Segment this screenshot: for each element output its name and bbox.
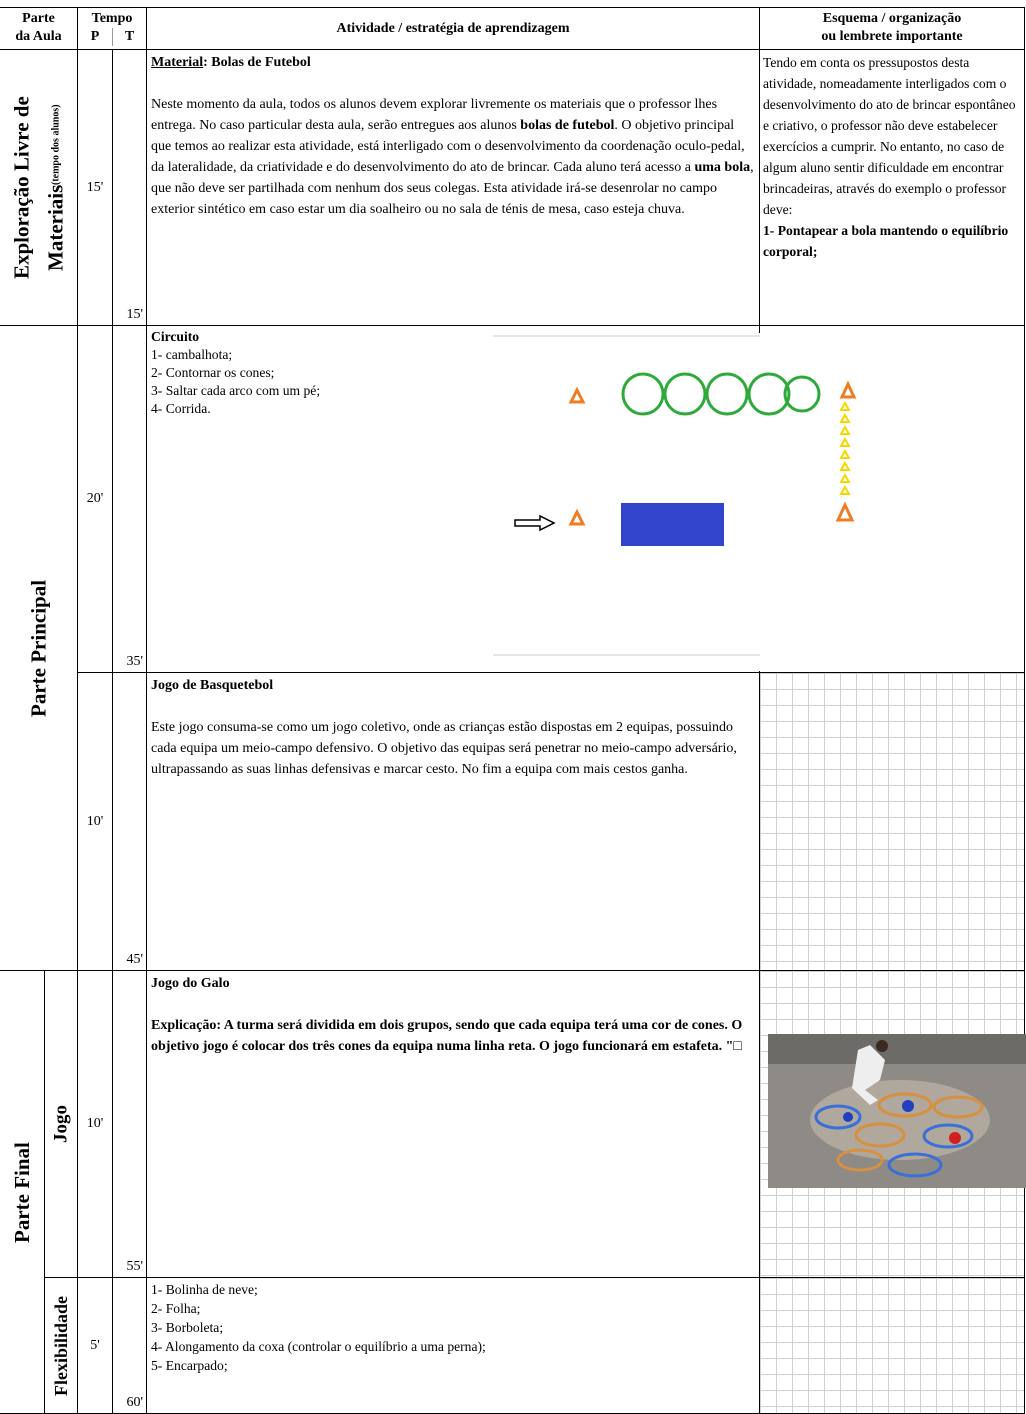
time-p: 15': [77, 49, 113, 326]
activity-cell: Circuito 1- cambalhota; 2- Contornar os …: [146, 325, 760, 673]
header-text: P: [90, 29, 100, 44]
subsection-label: Jogo: [50, 1105, 72, 1144]
header-text: T: [111, 28, 146, 46]
header-text: Tempo: [91, 11, 133, 26]
section-note: (tempo dos alunos): [50, 104, 62, 186]
time-t: 55': [112, 970, 147, 1278]
activity-text: Neste momento da aula, todos os alunos d…: [151, 97, 718, 133]
list-item: 3- Borboleta;: [151, 1320, 224, 1335]
time-p: 10': [77, 970, 113, 1278]
section-label: Materiais: [43, 185, 68, 272]
header-text: da Aula: [15, 29, 62, 44]
activity-cell: Jogo do Galo Explicação: A turma será di…: [146, 970, 760, 1278]
list-item: 4- Alongamento da coxa (controlar o equi…: [151, 1339, 486, 1354]
section-label: Materiais (tempo dos alunos): [38, 50, 74, 326]
activity-cell: Material: Bolas de Futebol Neste momento…: [146, 49, 760, 326]
header-text: Parte: [22, 11, 55, 26]
section-label: Parte Final: [10, 1142, 34, 1243]
time-t: 60': [112, 1277, 147, 1414]
list-item: 1- cambalhota;: [151, 347, 233, 362]
activity-cell: 1- Bolinha de neve; 2- Folha; 3- Borbole…: [146, 1277, 760, 1414]
header-text: ou lembrete importante: [821, 29, 963, 44]
header-scheme: Esquema / organização ou lembrete importa…: [759, 7, 1025, 50]
activity-title: : Bolas de Futebol: [203, 55, 311, 70]
activity-text: , que não deve ser partilhada com nenhum…: [151, 160, 754, 217]
activity-title: Material: [151, 55, 204, 70]
header-activity: Atividade / estratégia de aprendizagem: [146, 7, 760, 50]
activity-text: uma bola: [694, 160, 751, 175]
time-t: 45': [112, 672, 147, 971]
header-text: Esquema / organização: [822, 11, 962, 26]
scheme-cell: [759, 325, 1025, 673]
subsection-label: Flexibilidade: [51, 1296, 71, 1397]
scheme-cell: [759, 672, 1025, 971]
list-item: 1- Bolinha de neve;: [151, 1282, 258, 1297]
scheme-cell: [759, 1277, 1025, 1414]
header-part: Parte da Aula: [0, 7, 78, 50]
list-item: 2- Contornar os cones;: [151, 365, 275, 380]
time-p: 5': [77, 1277, 113, 1414]
section-label: Exploração Livre de: [9, 96, 34, 280]
section-cell: Parte Final: [0, 970, 45, 1414]
activity-text: bolas de futebol: [520, 118, 615, 133]
section-cell: Parte Principal: [0, 325, 78, 971]
time-p: 10': [77, 672, 113, 971]
activity-title: Circuito: [151, 329, 200, 344]
list-item: 2- Folha;: [151, 1301, 201, 1316]
list-item: 4- Corrida.: [151, 401, 211, 416]
scheme-text: Tendo em conta os pressupostos desta ati…: [763, 55, 1016, 217]
scheme-cell: [759, 970, 1025, 1278]
activity-title: Jogo de Basquetebol: [151, 678, 274, 693]
scheme-cell: Tendo em conta os pressupostos desta ati…: [759, 49, 1025, 326]
time-p: 20': [77, 325, 113, 673]
activity-text: Este jogo consuma-se como um jogo coleti…: [151, 720, 737, 777]
list-item: 3- Saltar cada arco com um pé;: [151, 383, 321, 398]
activity-title: Jogo do Galo: [151, 976, 230, 991]
subsection-cell: Flexibilidade: [44, 1277, 78, 1414]
activity-text: . O objetivo principal que temos ao real…: [151, 118, 745, 175]
activity-text: Explicação: A turma será dividida em doi…: [151, 1018, 743, 1054]
time-t: 35': [112, 325, 147, 673]
scheme-text: 1- Pontapear a bola mantendo o equilíbri…: [763, 223, 1009, 259]
subsection-cell: Jogo: [44, 970, 78, 1278]
time-t: 15': [112, 49, 147, 326]
section-cell: Exploração Livre de Materiais (tempo dos …: [0, 49, 78, 326]
list-item: 5- Encarpado;: [151, 1358, 228, 1373]
section-label: Parte Principal: [26, 579, 51, 718]
activity-cell: Jogo de Basquetebol Este jogo consuma-se…: [146, 672, 760, 971]
